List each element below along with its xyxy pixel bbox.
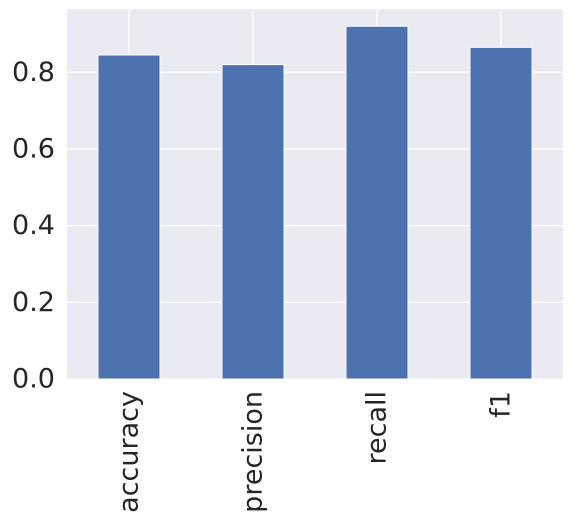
bar-precision <box>221 64 285 380</box>
y-tick-label: 0.8 <box>12 57 55 88</box>
bar-accuracy <box>97 54 161 380</box>
bars <box>97 25 533 380</box>
y-tick-labels: 0.0 0.2 0.4 0.6 0.8 <box>12 57 55 395</box>
x-tick-label: recall <box>362 391 393 465</box>
y-tick-label: 0.0 <box>12 364 55 395</box>
bar-f1 <box>469 46 533 380</box>
x-tick-label: accuracy <box>114 391 145 513</box>
y-tick-label: 0.2 <box>12 287 55 318</box>
x-tick-labels: accuracy precision recall f1 <box>114 391 517 513</box>
x-tick-label: f1 <box>486 391 517 418</box>
y-tick-label: 0.6 <box>12 133 55 164</box>
y-tick-label: 0.4 <box>12 210 55 241</box>
x-tick-label: precision <box>238 391 269 513</box>
bar-recall <box>345 25 409 380</box>
